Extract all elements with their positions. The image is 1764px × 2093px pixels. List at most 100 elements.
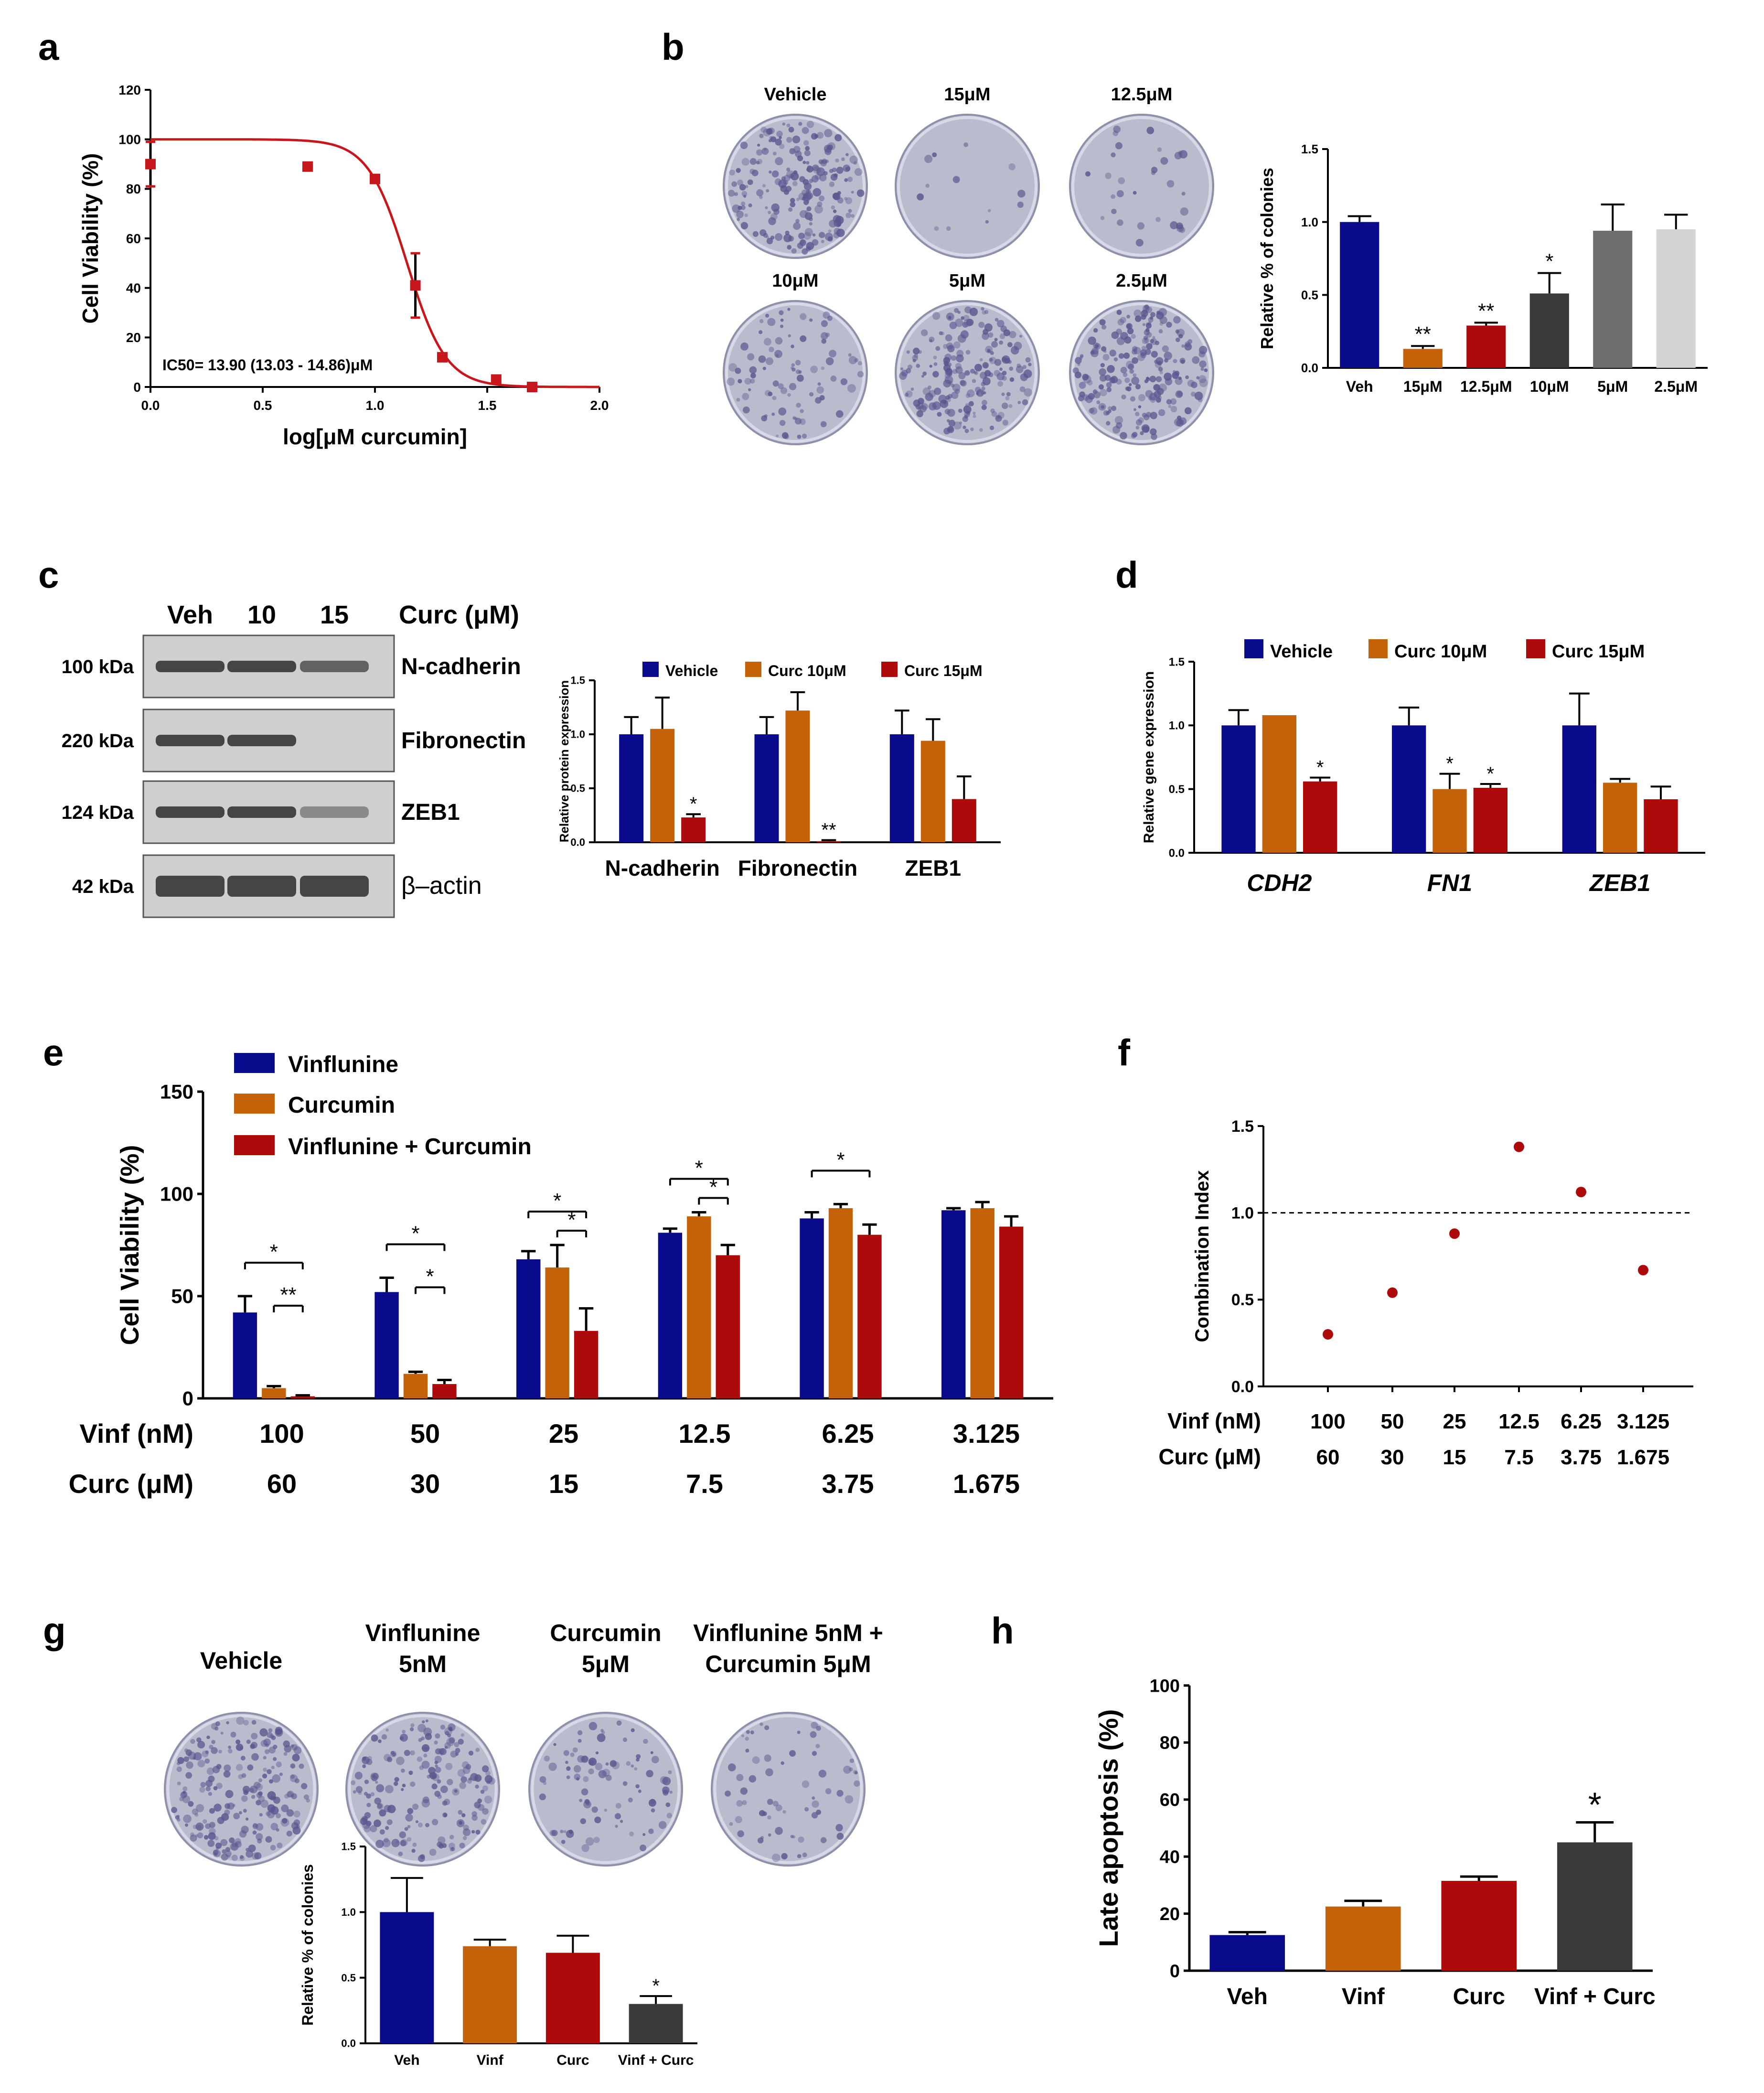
colony-dot	[759, 330, 763, 334]
colony-dot	[484, 1795, 492, 1804]
colony-dot	[790, 172, 799, 181]
bar	[463, 1946, 517, 2043]
lane-label: 15	[320, 601, 349, 629]
colony-dot	[460, 1733, 465, 1737]
colony-dot	[994, 318, 999, 322]
colony-dot	[1158, 409, 1165, 417]
colony-dot	[772, 151, 777, 156]
colony-dot	[1082, 374, 1089, 381]
colony-dot	[203, 1835, 209, 1840]
legend-swatch	[1244, 639, 1263, 658]
colony-dot	[1009, 377, 1015, 382]
bar	[687, 1216, 711, 1398]
colony-dot	[766, 128, 773, 135]
colony-dot	[471, 1814, 478, 1821]
colony-dot	[1175, 329, 1180, 334]
colony-dot	[410, 1781, 416, 1787]
colony-dot	[997, 412, 1005, 419]
colony-dot	[824, 232, 833, 241]
significance-mark: *	[567, 1208, 576, 1232]
colony-dot	[734, 192, 738, 196]
colony-dot	[787, 393, 791, 397]
colony-dot	[474, 1774, 482, 1782]
colony-dot	[1158, 329, 1163, 333]
colony-dot	[1007, 342, 1013, 347]
colony-dot	[996, 415, 1000, 419]
colony-dot	[398, 1851, 403, 1857]
colony-dot	[239, 1855, 244, 1859]
colony-dish	[528, 1712, 683, 1867]
colony-dot	[1113, 357, 1118, 362]
colony-dot	[727, 377, 735, 386]
dose-value: 7.5	[1504, 1446, 1533, 1469]
dish-rim	[1071, 116, 1212, 257]
colony-dot	[768, 391, 773, 397]
colony-dot	[588, 1768, 594, 1775]
colony-dot	[849, 1767, 853, 1771]
colony-dot	[964, 370, 970, 376]
colony-dot	[780, 387, 788, 394]
colony-dot	[404, 1827, 408, 1831]
colony-dot	[1166, 180, 1175, 188]
colony-dot	[947, 397, 951, 402]
colony-dot	[551, 1830, 558, 1836]
colony-dot	[987, 349, 991, 353]
colony-dot	[1123, 372, 1128, 377]
dish-rim	[166, 1714, 316, 1864]
colony-dot	[1199, 360, 1207, 368]
colony-dot	[1151, 433, 1157, 440]
x-tick-label: 1.0	[366, 398, 385, 413]
dish-label: 2.5μM	[1116, 271, 1167, 291]
x-tick-label: Curc	[1453, 1984, 1505, 2009]
colony-dot	[745, 1737, 749, 1741]
colony-dot	[796, 375, 804, 382]
colony-dot	[802, 433, 807, 439]
colony-dot	[1158, 396, 1162, 400]
colony-dot	[252, 1830, 257, 1835]
colony-dot	[768, 217, 776, 225]
colony-dot	[919, 405, 927, 413]
dose-value: 50	[410, 1418, 440, 1449]
bar	[403, 1374, 428, 1398]
colony-dot	[803, 182, 812, 191]
colony-dot	[1199, 378, 1208, 387]
colony-dot	[803, 140, 809, 146]
dose-value: 100	[1310, 1410, 1345, 1433]
colony-dot	[1184, 407, 1192, 415]
colony-dot	[429, 1848, 437, 1856]
colony-dot	[953, 341, 961, 349]
colony-dot	[1175, 377, 1183, 385]
colony-dot	[200, 1782, 206, 1788]
colony-dot	[750, 373, 756, 379]
colony-dot	[1178, 150, 1183, 155]
colony-dot	[211, 1739, 215, 1744]
colony-dot	[928, 385, 931, 389]
colony-dot	[290, 1763, 296, 1769]
colony-dot	[197, 1740, 205, 1749]
colony-dot	[458, 1739, 464, 1745]
bar	[1529, 293, 1569, 368]
colony-dot	[385, 1826, 389, 1830]
colony-dot	[935, 346, 941, 351]
dose-value: 15	[1443, 1446, 1466, 1469]
colony-dot	[1142, 323, 1145, 326]
colony-dot	[1111, 152, 1116, 158]
colony-dot	[798, 1836, 804, 1843]
y-tick-label: 0.5	[341, 1972, 356, 1984]
colony-dot	[425, 1719, 428, 1723]
colony-dot	[480, 1790, 485, 1794]
colony-dot	[742, 393, 749, 400]
colony-dot	[951, 384, 955, 387]
colony-dot	[431, 1774, 436, 1779]
colony-dot	[816, 1726, 821, 1731]
colony-dot	[738, 205, 742, 210]
colony-dot	[737, 1830, 744, 1837]
dose-row-label: Curc (μM)	[1158, 1444, 1261, 1469]
dish-label: Vehicle	[200, 1647, 282, 1674]
colony-dot	[836, 1833, 844, 1840]
colony-dot	[997, 381, 1004, 387]
colony-dot	[990, 408, 995, 413]
colony-dot	[780, 1761, 784, 1765]
colony-dot	[410, 1750, 415, 1756]
colony-dot	[366, 1803, 371, 1807]
